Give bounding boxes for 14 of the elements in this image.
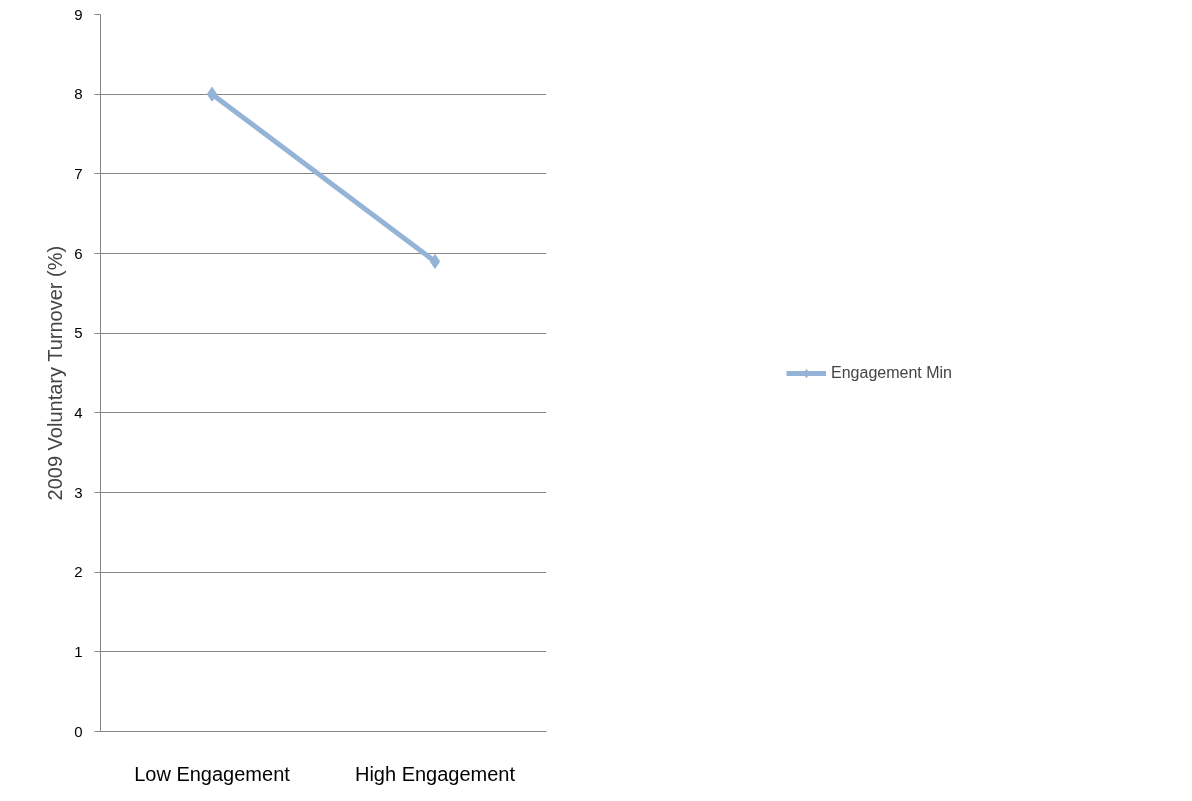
y-tick-label: 2 [74,563,83,581]
y-tick-label: 0 [74,722,83,740]
y-tick-label: 7 [74,164,83,182]
x-tick-label: High Engagement [354,762,516,785]
y-axis-title: 2009 Voluntary Turnover (%) [44,245,67,501]
y-tick-label: 6 [74,244,83,262]
y-tick-label: 3 [74,483,83,501]
y-tick-label: 1 [74,642,83,660]
y-tick-label: 5 [74,324,83,342]
legend-label: Engagement Min [831,363,952,382]
y-tick-label: 4 [74,403,83,421]
y-tick-label: 9 [74,5,83,23]
x-tick-label: Low Engagement [134,762,291,785]
y-tick-label: 8 [74,85,83,103]
